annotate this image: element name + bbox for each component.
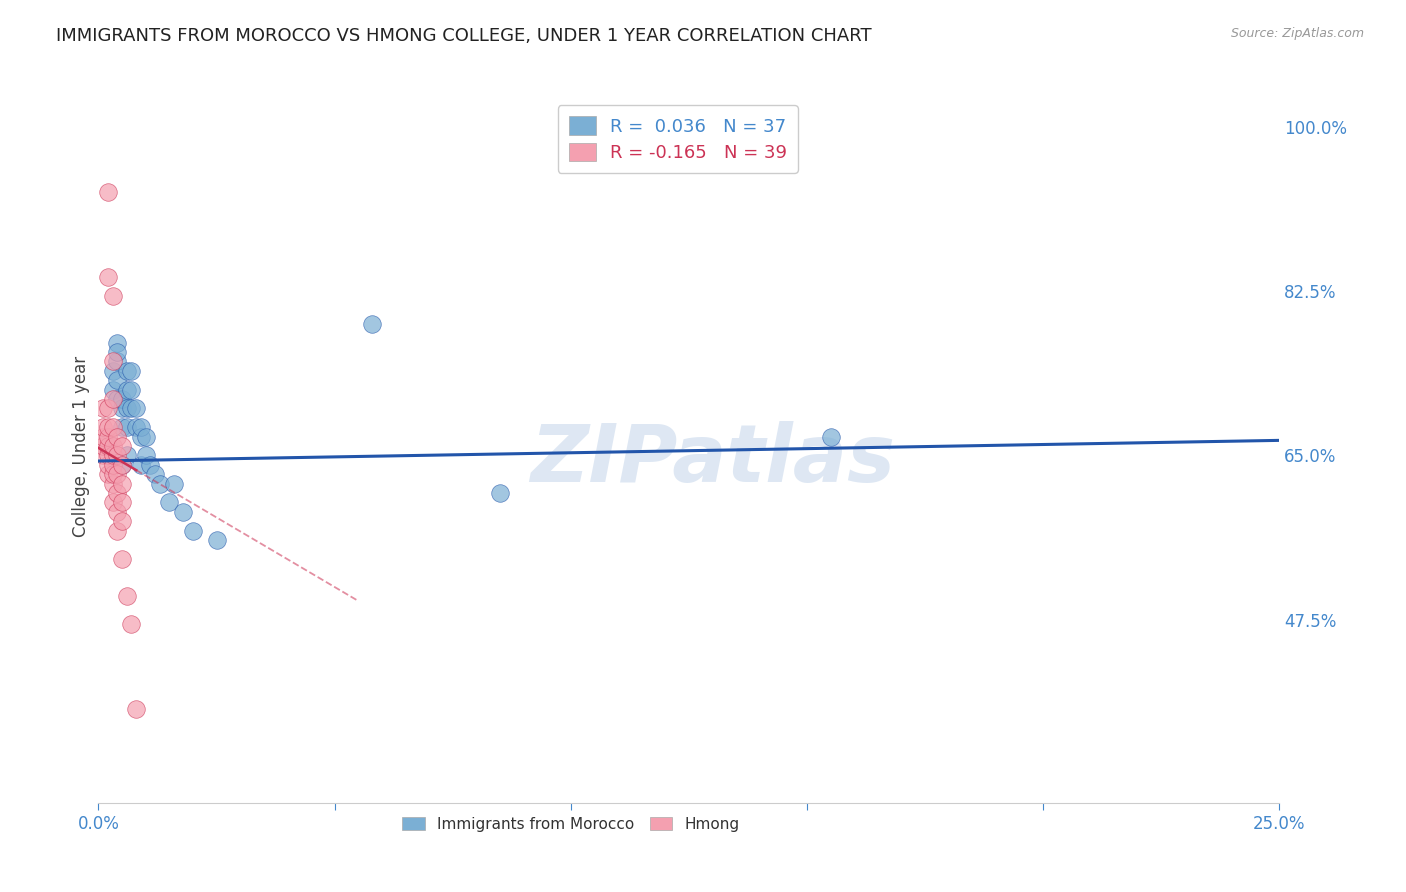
Point: [489, 486, 512, 500]
Point: [97, 467, 120, 482]
Point: [111, 439, 134, 453]
Point: [111, 392, 134, 406]
Point: [91, 420, 114, 434]
Point: [105, 373, 128, 387]
Point: [105, 429, 128, 443]
Point: [101, 354, 124, 368]
Point: [135, 449, 157, 463]
Point: [97, 458, 120, 472]
Point: [115, 401, 138, 416]
Legend: Immigrants from Morocco, Hmong: Immigrants from Morocco, Hmong: [395, 811, 747, 838]
Point: [111, 458, 134, 472]
Point: [105, 467, 128, 482]
Point: [105, 505, 128, 519]
Point: [101, 392, 124, 406]
Point: [157, 495, 180, 509]
Text: IMMIGRANTS FROM MOROCCO VS HMONG COLLEGE, UNDER 1 YEAR CORRELATION CHART: IMMIGRANTS FROM MOROCCO VS HMONG COLLEGE…: [56, 27, 872, 45]
Point: [105, 335, 128, 350]
Point: [115, 420, 138, 434]
Point: [163, 476, 186, 491]
Point: [135, 429, 157, 443]
Point: [129, 420, 152, 434]
Point: [101, 420, 124, 434]
Text: Source: ZipAtlas.com: Source: ZipAtlas.com: [1230, 27, 1364, 40]
Point: [101, 364, 124, 378]
Point: [111, 514, 134, 528]
Point: [91, 401, 114, 416]
Point: [172, 505, 194, 519]
Point: [115, 589, 138, 603]
Point: [205, 533, 228, 547]
Point: [111, 476, 134, 491]
Point: [139, 458, 162, 472]
Point: [97, 401, 120, 416]
Point: [101, 467, 124, 482]
Text: ZIPatlas: ZIPatlas: [530, 421, 896, 500]
Point: [111, 401, 134, 416]
Point: [111, 420, 134, 434]
Point: [125, 420, 148, 434]
Point: [105, 449, 128, 463]
Point: [101, 458, 124, 472]
Point: [115, 364, 138, 378]
Point: [101, 439, 124, 453]
Point: [105, 486, 128, 500]
Point: [105, 524, 128, 538]
Point: [121, 383, 143, 397]
Point: [121, 401, 143, 416]
Point: [181, 524, 204, 538]
Point: [121, 617, 143, 632]
Point: [101, 449, 124, 463]
Point: [143, 467, 166, 482]
Point: [91, 429, 114, 443]
Point: [101, 476, 124, 491]
Point: [101, 495, 124, 509]
Point: [115, 449, 138, 463]
Point: [105, 392, 128, 406]
Point: [105, 354, 128, 368]
Point: [820, 429, 842, 443]
Point: [91, 439, 114, 453]
Point: [105, 345, 128, 359]
Point: [97, 270, 120, 285]
Point: [125, 702, 148, 716]
Point: [121, 364, 143, 378]
Point: [97, 429, 120, 443]
Point: [97, 439, 120, 453]
Point: [125, 401, 148, 416]
Point: [115, 383, 138, 397]
Point: [91, 449, 114, 463]
Point: [97, 420, 120, 434]
Point: [101, 289, 124, 303]
Point: [361, 317, 384, 331]
Point: [111, 458, 134, 472]
Point: [129, 458, 152, 472]
Point: [129, 429, 152, 443]
Point: [97, 186, 120, 200]
Point: [97, 449, 120, 463]
Point: [111, 551, 134, 566]
Point: [111, 495, 134, 509]
Y-axis label: College, Under 1 year: College, Under 1 year: [72, 355, 90, 537]
Point: [149, 476, 172, 491]
Point: [101, 383, 124, 397]
